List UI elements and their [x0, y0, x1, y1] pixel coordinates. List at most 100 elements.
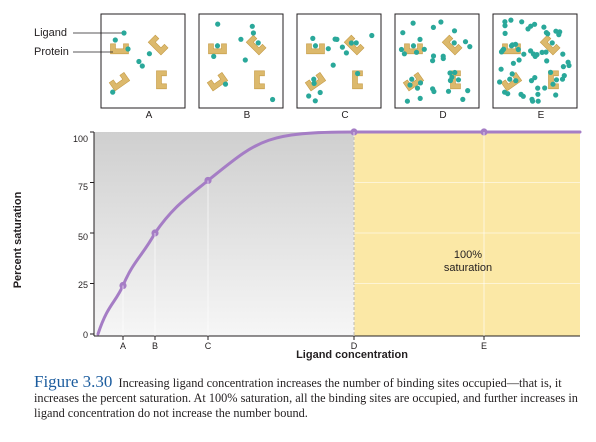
free-ligand-dot: [146, 51, 152, 57]
free-ligand-dot: [535, 91, 541, 97]
free-ligand-dot: [545, 31, 551, 37]
protein-body: [147, 34, 169, 56]
free-ligand-dot: [515, 46, 521, 53]
free-ligand-dot: [541, 24, 547, 30]
protein-shape: [254, 70, 265, 90]
free-ligand-dot: [516, 57, 522, 63]
free-ligand-dot: [565, 59, 571, 65]
protein-shape: [208, 43, 227, 55]
panel-label-d: D: [439, 110, 447, 121]
x-tick-d: D: [350, 341, 358, 351]
free-ligand-dot: [532, 75, 538, 81]
y-tick-100: 100: [72, 134, 88, 144]
free-ligand-dot: [447, 70, 453, 76]
free-ligand-dot: [430, 58, 436, 64]
x-tick-b: B: [151, 341, 158, 351]
free-ligand-dot: [430, 53, 437, 59]
free-ligand-dot: [211, 53, 217, 60]
protein-body: [206, 72, 229, 92]
free-ligand-dot: [502, 19, 508, 25]
free-ligand-dot: [513, 78, 519, 84]
data-point-c: [204, 176, 212, 185]
free-ligand-dot: [550, 81, 556, 87]
panel-b: [198, 13, 284, 109]
panel-a: [100, 13, 186, 109]
bound-ligand-dot: [312, 43, 319, 49]
free-ligand-dot: [401, 51, 407, 57]
x-tick-c: C: [204, 341, 212, 351]
panel-c: [296, 13, 382, 109]
free-ligand-dot: [325, 46, 331, 52]
free-ligand-dot: [451, 28, 458, 34]
bound-ligand-dot: [353, 40, 359, 46]
bound-ligand-dot: [214, 43, 221, 49]
free-ligand-dot: [404, 98, 410, 104]
protein-body: [352, 70, 363, 90]
free-ligand-dot: [542, 85, 548, 91]
figure-number: Figure 3.30: [34, 372, 113, 391]
free-ligand-dot: [440, 55, 446, 62]
legend-ligand-label: Ligand: [34, 27, 68, 39]
bound-ligand-dot: [549, 40, 555, 46]
protein-shape: [352, 70, 363, 90]
bound-ligand-dot: [409, 76, 415, 82]
free-ligand-dot: [417, 95, 423, 101]
protein-body: [156, 70, 167, 90]
free-ligand-dot: [317, 89, 323, 96]
free-ligand-dot: [249, 23, 255, 29]
free-ligand-dot: [528, 23, 534, 29]
bound-ligand-dot: [125, 46, 131, 52]
free-ligand-dot: [553, 92, 559, 98]
panel-d: [394, 13, 480, 109]
free-ligand-dot: [215, 21, 221, 27]
protein-body: [343, 34, 365, 56]
y-tick-50: 50: [77, 232, 88, 242]
x-tick-a: A: [119, 341, 126, 351]
x-tick-e: E: [480, 341, 487, 351]
free-ligand-dot: [310, 35, 316, 42]
free-ligand-dot: [462, 39, 469, 45]
protein-shape: [108, 72, 131, 92]
bound-ligand-dot: [507, 76, 513, 82]
free-ligand-dot: [431, 88, 437, 95]
protein-shape: [147, 34, 169, 56]
protein-shape: [548, 70, 560, 90]
free-ligand-dot: [449, 74, 455, 80]
free-ligand-dot: [509, 71, 515, 77]
protein-body: [110, 43, 129, 55]
free-ligand-dot: [553, 28, 559, 34]
protein-shape: [156, 70, 167, 90]
free-ligand-dot: [410, 20, 416, 26]
free-ligand-dot: [438, 19, 444, 25]
free-ligand-dot: [497, 79, 503, 85]
free-ligand-dot: [339, 44, 345, 50]
protein-shape: [539, 34, 561, 56]
free-ligand-dot: [535, 85, 541, 91]
protein-shape: [110, 43, 129, 55]
panel-frame: [296, 13, 382, 109]
free-ligand-dot: [398, 46, 405, 53]
free-ligand-dot: [139, 63, 145, 69]
protein-shape: [441, 34, 463, 56]
protein-body: [254, 70, 265, 90]
saturation-curve: [96, 130, 582, 336]
panel-label-c: C: [341, 110, 349, 121]
protein-shape: [306, 43, 325, 55]
panel-frame: [198, 13, 284, 109]
bound-ligand-dot: [311, 76, 317, 82]
protein-body: [245, 34, 267, 56]
free-ligand-dot: [369, 32, 375, 39]
protein-body: [306, 43, 325, 55]
bound-ligand-dot: [255, 40, 261, 46]
bound-ligand-dot: [451, 40, 457, 46]
free-ligand-dot: [136, 58, 142, 65]
free-ligand-dot: [543, 49, 549, 55]
free-ligand-dot: [334, 36, 340, 43]
free-ligand-dot: [505, 91, 511, 97]
protein-shape: [343, 34, 365, 56]
free-ligand-dot: [532, 21, 538, 27]
y-tick-75: 75: [77, 182, 88, 192]
free-ligand-dot: [414, 85, 421, 91]
y-axis-label: Percent saturation: [12, 191, 24, 289]
y-tick-25: 25: [77, 280, 88, 290]
